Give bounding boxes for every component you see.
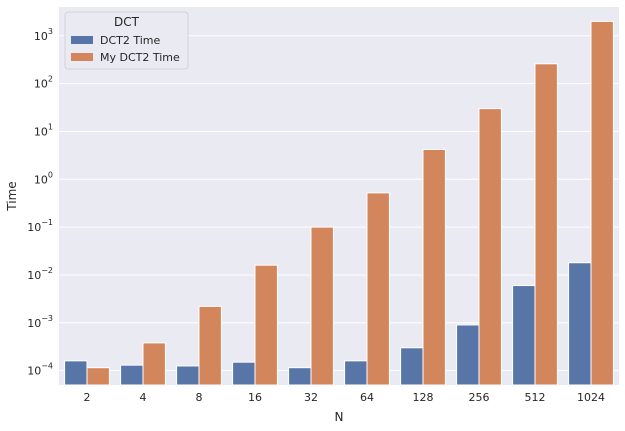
bar-my-dct2-time — [534, 63, 558, 386]
bars — [64, 20, 614, 386]
y-tick-label: 10−3 — [27, 314, 53, 330]
x-tick-label: 1024 — [577, 391, 605, 404]
y-tick-exponent: −2 — [41, 266, 53, 275]
legend-label: My DCT2 Time — [100, 51, 180, 64]
y-tick-label: 101 — [34, 122, 53, 138]
y-tick-label: 102 — [34, 75, 53, 91]
bar-dct2-time — [288, 367, 312, 386]
bar-my-dct2-time — [422, 148, 446, 386]
bar-dct2-time — [176, 365, 200, 386]
legend-swatch — [71, 53, 93, 61]
bar-my-dct2-time — [366, 192, 390, 386]
y-tick-label: 10−2 — [27, 266, 53, 282]
x-tick-label: 256 — [469, 391, 490, 404]
legend-swatch — [71, 36, 93, 44]
y-tick-base: 10 — [34, 30, 48, 43]
y-tick-label: 103 — [34, 27, 53, 43]
bar-dct2-time — [568, 262, 592, 386]
legend-label: DCT2 Time — [100, 34, 161, 47]
bar-dct2-time — [400, 347, 424, 386]
y-tick-exponent: 2 — [48, 75, 53, 84]
y-tick-exponent: −3 — [41, 314, 53, 323]
bar-my-dct2-time — [590, 20, 614, 386]
x-tick-label: 64 — [360, 391, 374, 404]
bar-my-dct2-time — [478, 108, 502, 386]
legend-items: DCT2 Time My DCT2 Time — [71, 34, 180, 64]
y-tick-exponent: 3 — [48, 27, 53, 36]
y-tick-base: 10 — [27, 269, 41, 282]
x-axis-ticks: 2 4 8 16 32 64 128 256 512 1024 — [84, 391, 606, 404]
x-tick-label: 8 — [196, 391, 203, 404]
x-tick-label: 512 — [525, 391, 546, 404]
x-tick-label: 32 — [304, 391, 318, 404]
bar-my-dct2-time — [198, 305, 222, 386]
y-tick-exponent: −4 — [41, 362, 53, 371]
x-tick-label: 128 — [413, 391, 434, 404]
bar-dct2-time — [512, 285, 536, 386]
bar-my-dct2-time — [86, 367, 110, 386]
y-tick-base: 10 — [34, 125, 48, 138]
bar-dct2-time — [344, 360, 368, 386]
bar-dct2-time — [456, 324, 480, 386]
x-tick-label: 2 — [84, 391, 91, 404]
y-tick-base: 10 — [27, 317, 41, 330]
x-axis-title: N — [335, 410, 344, 424]
bar-my-dct2-time — [254, 264, 278, 386]
y-tick-exponent: 1 — [48, 122, 53, 131]
y-tick-exponent: −1 — [41, 218, 53, 227]
y-tick-label: 10−4 — [27, 362, 53, 378]
y-tick-base: 10 — [27, 221, 41, 234]
y-axis-title: Time — [5, 181, 19, 211]
bar-my-dct2-time — [142, 342, 166, 386]
bar-dct2-time — [232, 361, 256, 386]
y-tick-base: 10 — [34, 173, 48, 186]
bar-my-dct2-time — [310, 226, 334, 386]
y-tick-label: 10−1 — [27, 218, 53, 234]
y-tick-base: 10 — [34, 78, 48, 91]
x-tick-label: 16 — [248, 391, 262, 404]
legend-box — [64, 11, 189, 70]
y-tick-label: 100 — [34, 170, 53, 186]
bar-dct2-time — [120, 364, 144, 386]
x-tick-label: 4 — [140, 391, 147, 404]
legend: DCT DCT2 Time My DCT2 Time — [64, 11, 189, 70]
legend-title: DCT — [114, 15, 140, 29]
y-tick-exponent: 0 — [48, 170, 53, 179]
bar-dct2-time — [64, 360, 88, 386]
y-tick-base: 10 — [27, 365, 41, 378]
